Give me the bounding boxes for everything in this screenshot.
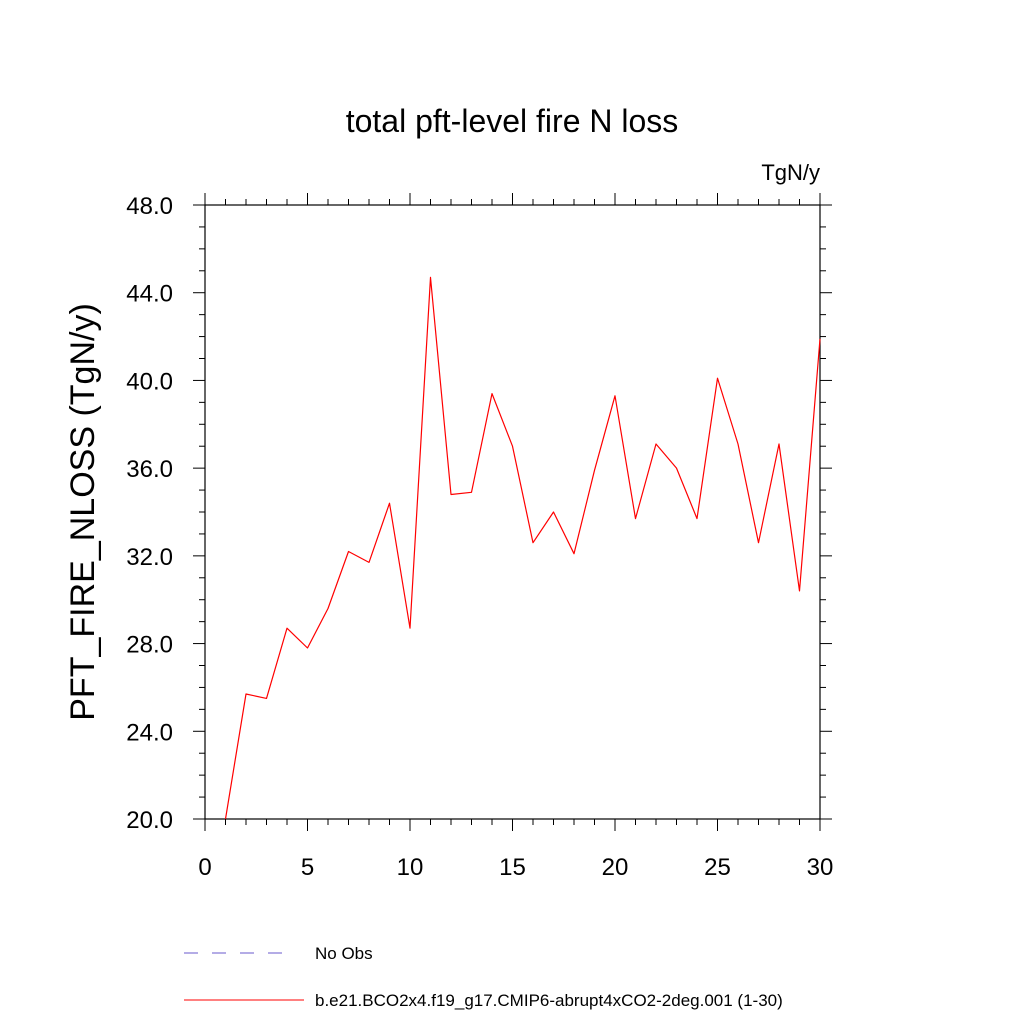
- y-tick-label: 40.0: [126, 368, 173, 395]
- legend-label-no-obs: No Obs: [315, 944, 373, 963]
- units-label: TgN/y: [761, 160, 820, 185]
- x-tick-label: 10: [397, 854, 424, 881]
- x-tick-label: 20: [602, 854, 629, 881]
- tick-marks: [193, 193, 832, 831]
- series-line-0: [224, 276, 821, 820]
- y-tick-label: 44.0: [126, 281, 173, 308]
- y-tick-label: 36.0: [126, 456, 173, 483]
- y-tick-label: 24.0: [126, 719, 173, 746]
- legend: No Obs b.e21.BCO2x4.f19_g17.CMIP6-abrupt…: [184, 944, 783, 1010]
- y-axis-label: PFT_FIRE_NLOSS (TgN/y): [64, 303, 102, 721]
- y-tick-label: 28.0: [126, 632, 173, 659]
- series-group: [224, 276, 821, 820]
- plot-frame: [204, 204, 821, 820]
- legend-label-model: b.e21.BCO2x4.f19_g17.CMIP6-abrupt4xCO2-2…: [315, 991, 783, 1010]
- x-tick-label: 30: [807, 854, 834, 881]
- x-tick-labels: 0 5 10 15 20 25 30: [198, 854, 833, 881]
- x-tick-label: 0: [198, 854, 211, 881]
- x-tick-label: 25: [704, 854, 731, 881]
- y-tick-label: 32.0: [126, 544, 173, 571]
- chart-title: total pft-level fire N loss: [346, 103, 679, 139]
- x-tick-label: 5: [301, 854, 314, 881]
- x-tick-label: 15: [499, 854, 526, 881]
- y-tick-labels: 20.0 24.0 28.0 32.0 36.0 40.0 44.0 48.0: [126, 193, 173, 834]
- y-tick-label: 20.0: [126, 807, 173, 834]
- y-tick-label: 48.0: [126, 193, 173, 220]
